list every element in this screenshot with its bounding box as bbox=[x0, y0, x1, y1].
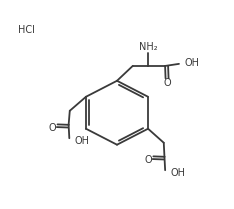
Text: O: O bbox=[144, 155, 152, 165]
Text: HCl: HCl bbox=[18, 25, 34, 35]
Text: OH: OH bbox=[171, 168, 186, 178]
Text: O: O bbox=[48, 123, 56, 133]
Text: O: O bbox=[164, 78, 171, 88]
Text: NH₂: NH₂ bbox=[139, 42, 158, 52]
Text: OH: OH bbox=[75, 136, 90, 146]
Text: OH: OH bbox=[184, 58, 199, 68]
